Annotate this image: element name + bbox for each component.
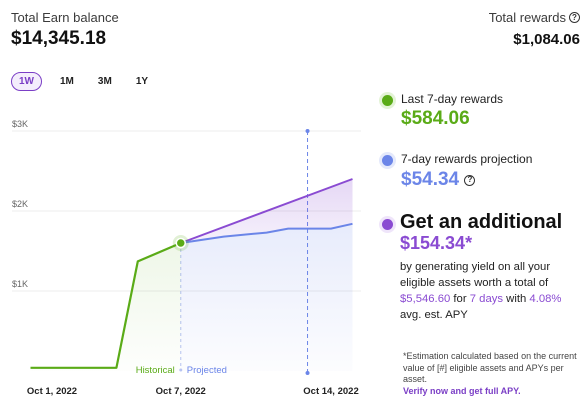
desc-days: 7 days (469, 293, 504, 305)
last7-label: Last 7-day rewards (401, 92, 504, 106)
range-tabs: 1W 1M 3M 1Y (11, 72, 154, 91)
total-rewards-block: Total rewards ? $1,084.06 (489, 10, 580, 48)
footnote: *Estimation calculated based on the curr… (403, 351, 583, 397)
tab-1y[interactable]: 1Y (135, 76, 149, 87)
projection-value-row: $54.34 ? (401, 169, 476, 191)
green-dot-icon (382, 95, 393, 106)
x-tick-label: Oct 1, 2022 (27, 386, 77, 397)
y-tick-label: $1K (12, 279, 28, 289)
desc-part-1: by generating yield on all your eligible… (400, 261, 551, 289)
annotation-separator (179, 368, 183, 372)
balance-value: $14,345.18 (11, 28, 107, 49)
additional-title: Get an additional (400, 211, 563, 233)
x-tick-label: Oct 7, 2022 (156, 386, 206, 397)
historical-area (30, 243, 181, 371)
additional-value: $154.34* (400, 233, 473, 253)
projected-area (180, 223, 353, 371)
today-guide-bottom-dot (305, 371, 310, 375)
info-icon[interactable]: ? (569, 12, 580, 23)
split-point (175, 237, 187, 249)
tab-3m[interactable]: 3M (97, 76, 112, 87)
footnote-text: *Estimation calculated based on the curr… (403, 351, 577, 384)
today-guide-top-dot (305, 129, 310, 133)
desc-amount: $5,546.60 (400, 293, 451, 305)
projection-label: 7-day rewards projection (401, 152, 533, 166)
projected-line (180, 222, 353, 244)
blue-dot-icon (382, 155, 393, 166)
desc-part-2: for (453, 293, 467, 305)
desc-part-3: with (506, 293, 527, 305)
historical-annotation: Historical (136, 365, 175, 376)
balance-label: Total Earn balance (11, 10, 119, 25)
x-tick-label: Oct 14, 2022 (303, 386, 358, 397)
purple-dot-icon (382, 219, 393, 230)
historical-line (30, 241, 182, 369)
y-tick-label: $2K (12, 199, 28, 209)
y-tick-label: $3K (12, 119, 28, 129)
projection-info-icon[interactable]: ? (464, 174, 476, 186)
desc-part-4: avg. est. APY (400, 309, 468, 321)
tab-1m[interactable]: 1M (60, 76, 74, 87)
tab-1w[interactable]: 1W (11, 72, 42, 91)
balance-block: Total Earn balance $14,345.18 (11, 10, 119, 50)
verify-link[interactable]: Verify now and get full APY. (403, 385, 521, 396)
last7-value: $584.06 (401, 108, 470, 129)
projected-annotation: Projected (187, 365, 227, 376)
desc-apy: 4.08% (529, 293, 562, 305)
additional-line (180, 178, 353, 244)
rewards-label: Total rewards (488, 10, 566, 25)
additional-description: by generating yield on all your eligible… (400, 259, 582, 323)
rewards-value: $1,084.06 (513, 31, 580, 48)
projection-value: $54.34 (401, 169, 460, 190)
